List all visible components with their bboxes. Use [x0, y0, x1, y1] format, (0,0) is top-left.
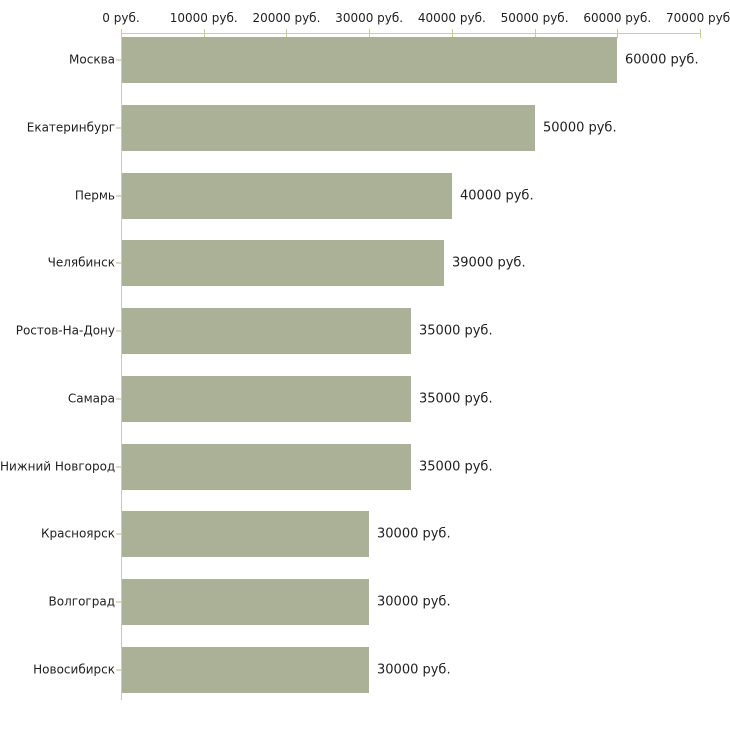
category-tick-mark: [116, 398, 121, 400]
x-axis-tick-mark: [121, 29, 122, 38]
category-label: Самара: [67, 391, 115, 406]
category-label: Пермь: [74, 188, 115, 203]
category-tick-mark: [116, 669, 121, 671]
value-label: 35000 руб.: [419, 323, 493, 339]
category-tick-mark: [116, 59, 121, 61]
x-axis-tick-label: 50000 руб.: [500, 11, 569, 25]
category-label: Челябинск: [47, 255, 115, 270]
x-axis-line: [121, 33, 700, 34]
x-axis-tick-label: 70000 руб.: [666, 11, 730, 25]
category-label: Екатеринбург: [26, 120, 115, 135]
bar: [122, 647, 369, 693]
x-axis-tick-mark: [700, 29, 701, 38]
x-axis-tick-mark: [452, 29, 453, 38]
category-tick-mark: [116, 533, 121, 535]
x-axis-tick-label: 40000 руб.: [417, 11, 486, 25]
category-tick-mark: [116, 127, 121, 129]
value-label: 39000 руб.: [452, 255, 526, 271]
x-axis-tick-label: 0 руб.: [102, 11, 140, 25]
value-label: 50000 руб.: [543, 120, 617, 136]
category-tick-mark: [116, 195, 121, 197]
value-label: 60000 руб.: [625, 52, 699, 68]
bar: [122, 511, 369, 557]
bar: [122, 376, 411, 422]
bar: [122, 105, 535, 151]
category-tick-mark: [116, 601, 121, 603]
x-axis-tick-mark: [535, 29, 536, 38]
x-axis-tick-mark: [369, 29, 370, 38]
category-tick-mark: [116, 330, 121, 332]
x-axis-tick-label: 30000 руб.: [335, 11, 404, 25]
category-tick-mark: [116, 466, 121, 468]
bar: [122, 579, 369, 625]
x-axis-tick-mark: [286, 29, 287, 38]
value-label: 30000 руб.: [377, 662, 451, 678]
value-label: 30000 руб.: [377, 594, 451, 610]
value-label: 30000 руб.: [377, 526, 451, 542]
value-label: 35000 руб.: [419, 391, 493, 407]
category-label: Нижний Новгород: [0, 459, 116, 474]
x-axis-tick-label: 20000 руб.: [252, 11, 321, 25]
category-tick-mark: [116, 262, 121, 264]
x-axis-tick-label: 60000 руб.: [583, 11, 652, 25]
bar: [122, 240, 444, 286]
x-axis-tick-label: 10000 руб.: [169, 11, 238, 25]
bar: [122, 37, 617, 83]
category-label: Красноярск: [41, 526, 115, 541]
category-label: Москва: [69, 52, 115, 67]
bar: [122, 444, 411, 490]
x-axis-tick-mark: [204, 29, 205, 38]
category-label: Волгоград: [48, 594, 115, 609]
bar: [122, 308, 411, 354]
value-label: 35000 руб.: [419, 459, 493, 475]
x-axis-tick-mark: [617, 29, 618, 38]
category-label: Новосибирск: [33, 662, 115, 677]
y-axis-line: [121, 33, 122, 700]
category-label: Ростов-На-Дону: [15, 323, 115, 338]
bar: [122, 173, 452, 219]
value-label: 40000 руб.: [460, 188, 534, 204]
